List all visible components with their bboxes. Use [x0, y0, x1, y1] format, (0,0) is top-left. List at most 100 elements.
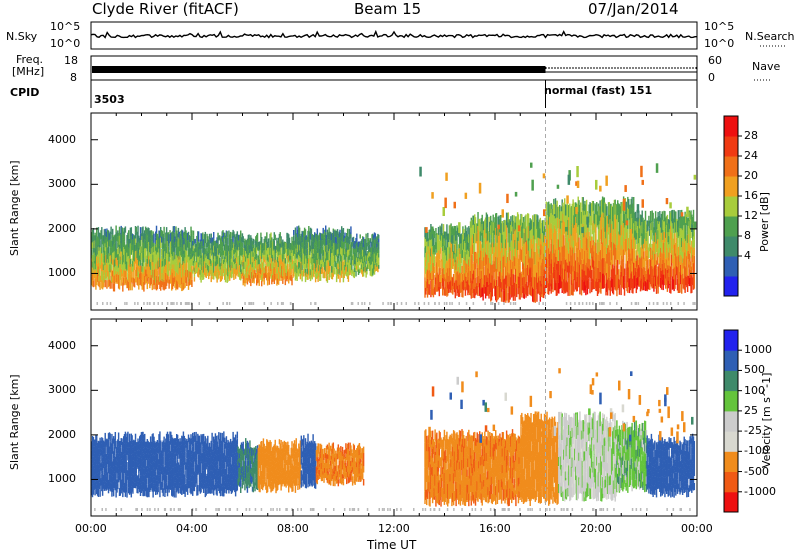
power-cell: [607, 202, 610, 213]
power-cell: [182, 239, 185, 247]
power-cell: [662, 280, 664, 291]
power-cell: [527, 265, 529, 276]
power-cell: [464, 225, 467, 235]
power-cell: [676, 237, 678, 248]
power-cell: [303, 263, 306, 273]
power-cell: [474, 251, 476, 261]
power-cell: [519, 232, 521, 247]
power-cell: [293, 260, 296, 267]
power-cell: [637, 259, 639, 269]
power-cell: [609, 203, 611, 220]
power-cell: [664, 221, 666, 232]
power-cell: [276, 267, 278, 274]
power-ground-cell: [222, 302, 224, 305]
power-cell: [497, 228, 499, 241]
power-cell: [376, 259, 378, 264]
power-cell: [281, 272, 283, 279]
power-cell: [92, 280, 95, 288]
power-cell: [583, 259, 585, 271]
power-cell: [633, 275, 635, 289]
power-ground-cell: [491, 302, 494, 305]
power-cell: [260, 256, 262, 263]
power-cell: [323, 245, 325, 252]
power-cell: [480, 270, 483, 280]
power-cell: [553, 266, 555, 279]
power-cell: [333, 230, 335, 237]
power-cell: [676, 228, 678, 238]
power-cell: [258, 271, 260, 279]
vel-cell: [91, 459, 93, 469]
power-cell: [650, 258, 653, 268]
power-cell: [107, 262, 110, 271]
vel-cell: [101, 450, 104, 458]
power-cell: [659, 253, 661, 264]
power-cell: [352, 254, 355, 260]
power-cell: [378, 261, 380, 265]
power-cell: [315, 262, 318, 268]
power-cell: [591, 223, 594, 235]
power-cell: [359, 259, 361, 264]
vel-cell: [100, 463, 102, 471]
power-cell: [325, 255, 328, 261]
power-cell: [197, 261, 199, 267]
power-cell: [606, 263, 608, 273]
power-cell: [610, 218, 612, 233]
power-cell: [348, 259, 351, 265]
power-cell: [309, 227, 312, 234]
power-cell: [264, 236, 266, 241]
power-cell: [653, 259, 655, 268]
power-cell: [492, 242, 494, 252]
power-cell: [660, 247, 662, 258]
power-cell: [654, 218, 656, 231]
power-cell: [194, 265, 196, 270]
power-cell: [588, 231, 590, 241]
power-cell: [123, 263, 126, 271]
power-cell: [305, 263, 308, 268]
power-cell: [431, 247, 433, 256]
power-cell: [195, 252, 197, 257]
power-cell: [572, 199, 574, 212]
power-scatter-cell: [531, 179, 534, 191]
power-cell: [301, 242, 303, 248]
power-cell: [330, 232, 332, 241]
power-cell: [636, 266, 638, 279]
power-cell: [451, 260, 453, 269]
power-cell: [358, 241, 361, 246]
power-cell: [460, 253, 462, 263]
power-cell: [532, 262, 535, 276]
power-ground-cell: [465, 302, 468, 305]
power-cell: [220, 261, 223, 267]
power-cell: [691, 262, 694, 270]
power-cell: [132, 234, 134, 240]
power-cell: [677, 256, 680, 266]
power-cell: [591, 256, 594, 268]
power-cell: [460, 282, 462, 293]
power-cell: [144, 226, 147, 234]
power-cell: [199, 239, 202, 245]
power-cell: [505, 275, 507, 285]
power-cell: [571, 234, 574, 250]
power-cell: [139, 240, 142, 247]
power-cell: [318, 271, 320, 278]
power-cell: [197, 241, 199, 247]
vel-cell: [108, 446, 111, 454]
power-cell: [310, 271, 313, 278]
power-cell: [196, 246, 198, 252]
power-cell: [336, 229, 339, 236]
power-cell: [184, 265, 186, 273]
power-cell: [462, 242, 464, 250]
vel-cell: [91, 456, 94, 464]
power-cell: [323, 256, 325, 263]
power-cell: [473, 279, 475, 289]
power-cell: [592, 269, 595, 280]
power-cell: [685, 276, 687, 286]
power-cell: [457, 278, 459, 286]
power-cell: [447, 250, 450, 260]
power-cell: [684, 265, 686, 280]
power-cell: [367, 237, 369, 242]
power-cell: [541, 252, 543, 263]
power-cell: [320, 238, 323, 244]
power-cell: [314, 249, 317, 256]
power-cell: [437, 242, 440, 251]
power-cell: [281, 253, 283, 260]
